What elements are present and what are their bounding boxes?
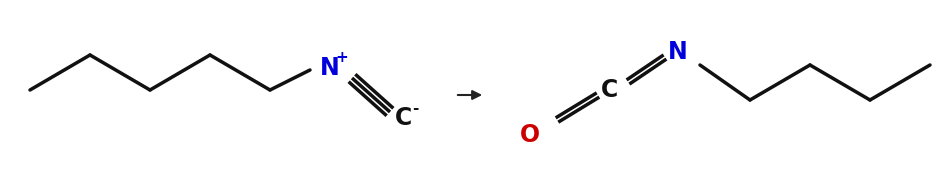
Text: +: + [336, 51, 349, 66]
Text: N: N [321, 56, 340, 80]
Text: N: N [668, 40, 688, 64]
Text: C: C [395, 106, 412, 130]
Text: C: C [602, 78, 619, 102]
Text: O: O [520, 123, 540, 147]
Text: -: - [412, 101, 418, 116]
